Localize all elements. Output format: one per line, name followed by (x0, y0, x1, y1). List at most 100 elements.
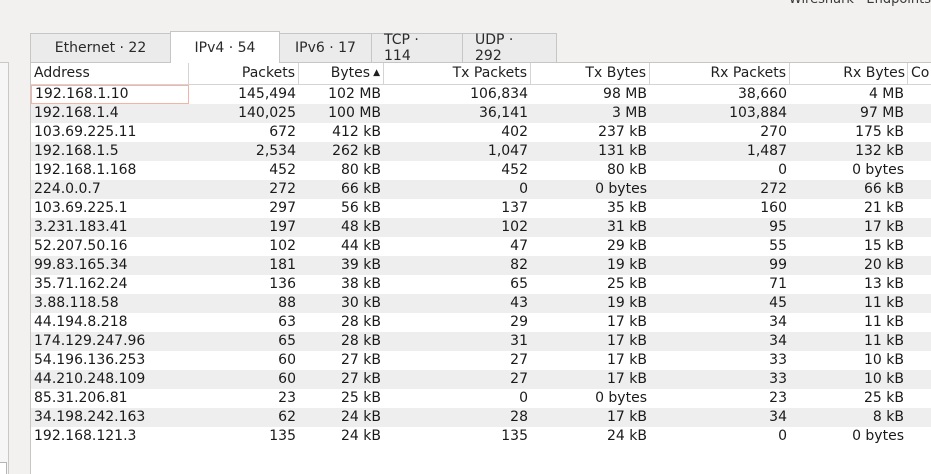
cell-tx-bytes: 17 kB (607, 333, 647, 349)
cell-rx-bytes: 0 bytes (852, 428, 904, 444)
cell-rx-packets: 1,487 (746, 143, 787, 159)
cell-tx-packets: 452 (501, 162, 528, 178)
column-header-rx-packets[interactable]: Rx Packets (650, 63, 790, 84)
cell-bytes: 39 kB (341, 257, 381, 273)
cell-bytes: 48 kB (341, 219, 381, 235)
cell-address: 103.69.225.11 (34, 124, 137, 140)
left-panel-scroll-edge (0, 462, 7, 474)
table-row[interactable]: 192.168.1.5 2,534 262 kB 1,047 131 kB 1,487 13… (31, 142, 931, 161)
cell-packets: 135 (269, 428, 296, 444)
cell-bytes: 80 kB (341, 162, 381, 178)
cell-co (908, 294, 931, 313)
cell-packets: 452 (269, 162, 296, 178)
cell-bytes: 24 kB (341, 428, 381, 444)
column-header-address[interactable]: Address (31, 63, 189, 84)
table-row[interactable]: 224.0.0.7 272 66 kB 0 0 bytes 272 66 kB (31, 180, 931, 199)
table-row[interactable]: 44.210.248.109 60 27 kB 27 17 kB 33 10 kB (31, 370, 931, 389)
cell-rx-bytes: 20 kB (864, 257, 904, 273)
cell-rx-bytes: 11 kB (864, 333, 904, 349)
table-row[interactable]: 192.168.121.3 135 24 kB 135 24 kB 0 0 bytes (31, 427, 931, 446)
cell-rx-packets: 33 (769, 352, 787, 368)
cell-tx-packets: 1,047 (487, 143, 528, 159)
column-header-rx-bytes[interactable]: Rx Bytes (790, 63, 908, 84)
cell-bytes: 102 MB (328, 86, 381, 102)
cell-rx-bytes: 10 kB (864, 352, 904, 368)
table-row[interactable]: 103.69.225.1 297 56 kB 137 35 kB 160 21 kB (31, 199, 931, 218)
tab-ipv6[interactable]: IPv6 · 17 (280, 33, 372, 62)
tab-ipv4[interactable]: IPv4 · 54 (170, 31, 280, 63)
cell-co (908, 351, 931, 370)
cell-packets: 140,025 (238, 105, 296, 121)
table-row[interactable]: 174.129.247.96 65 28 kB 31 17 kB 34 11 kB (31, 332, 931, 351)
cell-bytes: 30 kB (341, 295, 381, 311)
cell-address: 3.88.118.58 (34, 295, 119, 311)
cell-tx-bytes: 17 kB (607, 314, 647, 330)
table-row[interactable]: 192.168.1.4 140,025 100 MB 36,141 3 MB 103,88… (31, 104, 931, 123)
cell-tx-packets: 43 (510, 295, 528, 311)
tab-ethernet[interactable]: Ethernet · 22 (30, 33, 171, 62)
cell-tx-bytes: 35 kB (607, 200, 647, 216)
cell-rx-bytes: 0 bytes (852, 162, 904, 178)
cell-address: 192.168.1.5 (34, 143, 119, 159)
column-header-tx-packets[interactable]: Tx Packets (384, 63, 531, 84)
cell-rx-bytes: 15 kB (864, 238, 904, 254)
column-header-packets[interactable]: Packets (189, 63, 299, 84)
table-row[interactable]: 44.194.8.218 63 28 kB 29 17 kB 34 11 kB (31, 313, 931, 332)
column-header-bytes[interactable]: Bytes ▲ (299, 63, 384, 84)
sort-ascending-icon: ▲ (373, 68, 380, 78)
cell-bytes: 25 kB (341, 390, 381, 406)
cell-bytes: 28 kB (341, 333, 381, 349)
table-row[interactable]: 54.196.136.253 60 27 kB 27 17 kB 33 10 kB (31, 351, 931, 370)
cell-co (908, 142, 931, 161)
cell-co (908, 427, 931, 446)
cell-bytes: 27 kB (341, 371, 381, 387)
table-row[interactable]: 103.69.225.11 672 412 kB 402 237 kB 270 175 kB (31, 123, 931, 142)
cell-packets: 63 (278, 314, 296, 330)
cell-rx-bytes: 8 kB (872, 409, 904, 425)
cell-rx-packets: 99 (769, 257, 787, 273)
cell-address: 192.168.1.4 (34, 105, 119, 121)
cell-rx-packets: 71 (769, 276, 787, 292)
tab-tcp[interactable]: TCP · 114 (372, 32, 463, 64)
column-header-co[interactable]: Co (908, 63, 931, 84)
cell-address: 103.69.225.1 (34, 200, 128, 216)
cell-bytes: 44 kB (341, 238, 381, 254)
table-row[interactable]: 99.83.165.34 181 39 kB 82 19 kB 99 20 kB (31, 256, 931, 275)
cell-tx-packets: 28 (510, 409, 528, 425)
left-panel-edge (0, 62, 9, 474)
cell-packets: 672 (269, 124, 296, 140)
cell-tx-packets: 27 (510, 352, 528, 368)
cell-rx-packets: 103,884 (729, 105, 787, 121)
cell-bytes: 262 kB (332, 143, 381, 159)
cell-rx-bytes: 132 kB (855, 143, 904, 159)
table-row[interactable]: 34.198.242.163 62 24 kB 28 17 kB 34 8 kB (31, 408, 931, 427)
cell-rx-bytes: 10 kB (864, 371, 904, 387)
table-row[interactable]: 52.207.50.16 102 44 kB 47 29 kB 55 15 kB (31, 237, 931, 256)
cell-co (908, 389, 931, 408)
table-row[interactable]: 3.88.118.58 88 30 kB 43 19 kB 45 11 kB (31, 294, 931, 313)
table-row[interactable]: 85.31.206.81 23 25 kB 0 0 bytes 23 25 kB (31, 389, 931, 408)
cell-tx-bytes: 237 kB (598, 124, 647, 140)
table-row[interactable]: 3.231.183.41 197 48 kB 102 31 kB 95 17 kB (31, 218, 931, 237)
column-header-tx-bytes[interactable]: Tx Bytes (531, 63, 650, 84)
cell-address: 224.0.0.7 (34, 181, 101, 197)
cell-packets: 65 (278, 333, 296, 349)
table-row[interactable]: 192.168.1.168 452 80 kB 452 80 kB 0 0 bytes (31, 161, 931, 180)
cell-bytes: 66 kB (341, 181, 381, 197)
cell-packets: 136 (269, 276, 296, 292)
tab-udp[interactable]: UDP · 292 (463, 32, 557, 64)
cell-tx-bytes: 25 kB (607, 276, 647, 292)
table-row[interactable]: 192.168.1.10 145,494 102 MB 106,834 98 MB 38,… (31, 85, 931, 104)
cell-packets: 272 (269, 181, 296, 197)
cell-address: 54.196.136.253 (34, 352, 146, 368)
cell-co (908, 85, 931, 104)
tab-bar: Ethernet · 22 IPv4 · 54 IPv6 · 17 TCP · … (30, 30, 557, 64)
cell-tx-packets: 137 (501, 200, 528, 216)
table-row[interactable]: 35.71.162.24 136 38 kB 65 25 kB 71 13 kB (31, 275, 931, 294)
cell-rx-bytes: 13 kB (864, 276, 904, 292)
cell-bytes: 100 MB (328, 105, 381, 121)
cell-tx-packets: 47 (510, 238, 528, 254)
window-title: Wireshark · Endpoints (789, 0, 931, 9)
cell-tx-bytes: 17 kB (607, 409, 647, 425)
cell-address: 3.231.183.41 (34, 219, 128, 235)
